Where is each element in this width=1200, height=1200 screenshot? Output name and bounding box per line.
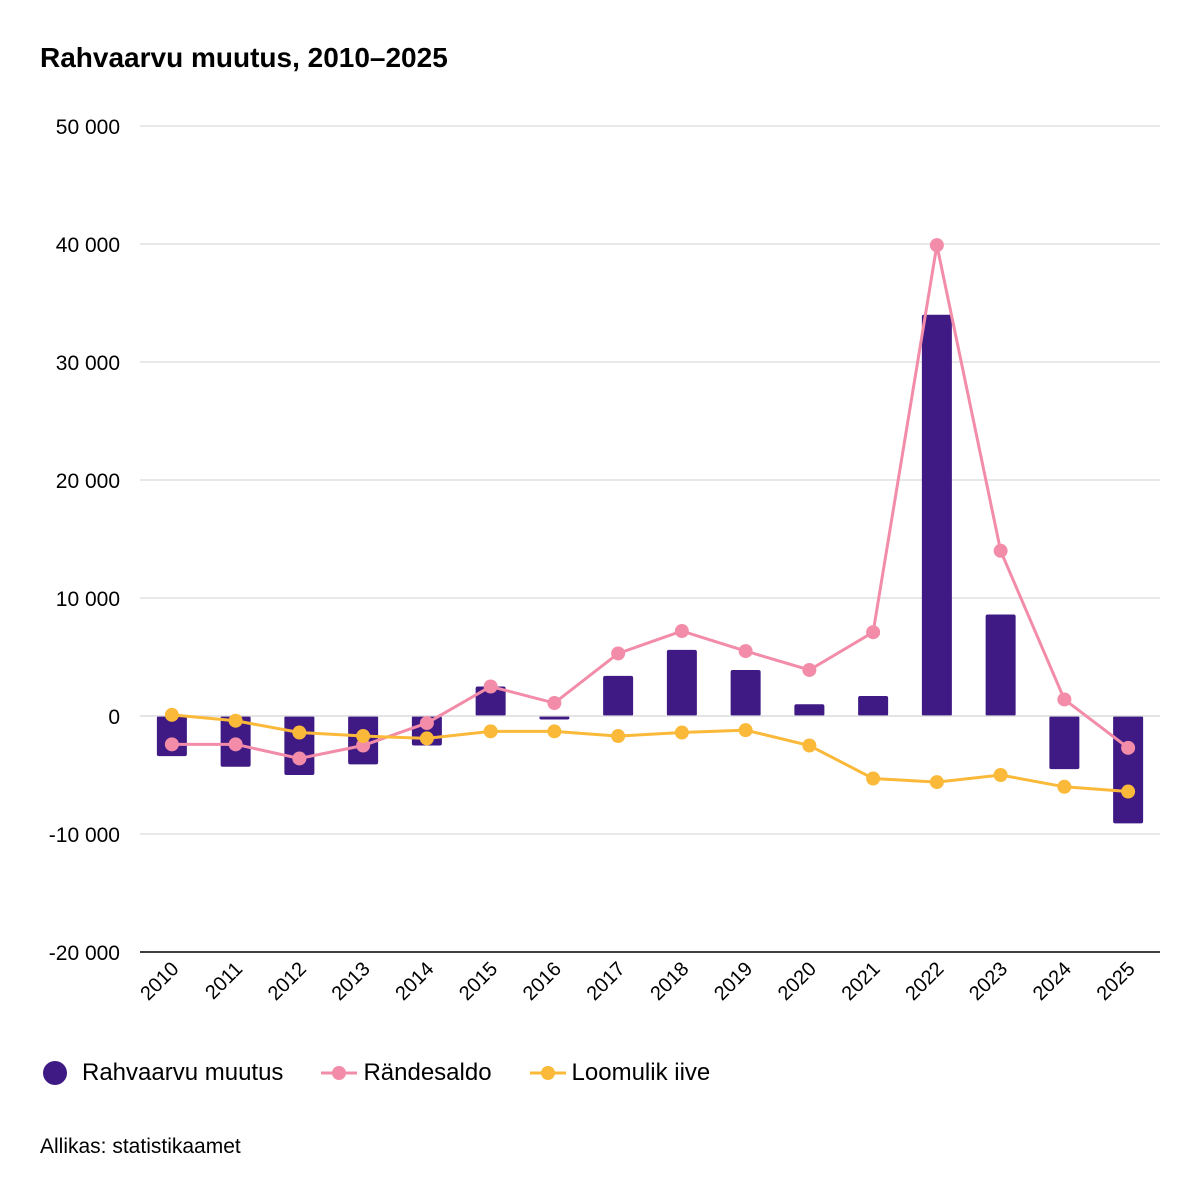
point-randesaldo-2025 [1121, 740, 1136, 755]
point-randesaldo-2020 [802, 662, 817, 677]
legend-item-pink: Rändesaldo [321, 1058, 492, 1088]
point-randesaldo-2022 [929, 238, 944, 253]
y-tick-label: 10 000 [56, 588, 120, 611]
point-randesaldo-2016 [547, 696, 562, 711]
point-loomulik-iive-2010 [164, 707, 179, 722]
y-tick-label: 30 000 [56, 352, 120, 375]
point-randesaldo-2023 [993, 543, 1008, 558]
point-randesaldo-2017 [611, 646, 626, 661]
x-tick-label: 2025 [1093, 958, 1140, 1005]
point-loomulik-iive-2022 [929, 775, 944, 790]
source-note: Allikas: statistikaamet [40, 1135, 241, 1158]
bar-2012 [284, 716, 315, 775]
x-tick-label: 2011 [201, 958, 247, 1004]
y-tick-label: 0 [108, 706, 120, 729]
x-tick-label: 2023 [965, 958, 1012, 1005]
point-loomulik-iive-2012 [292, 725, 307, 740]
x-tick-label: 2020 [774, 958, 821, 1005]
bar-2010 [156, 716, 187, 757]
point-loomulik-iive-2013 [356, 729, 371, 744]
x-tick-label: 2010 [136, 958, 183, 1005]
y-tick-label: 20 000 [56, 470, 120, 493]
point-randesaldo-2024 [1057, 692, 1072, 707]
point-loomulik-iive-2025 [1121, 784, 1136, 799]
bar-2019 [730, 669, 761, 716]
legend-item-yellow: Loomulik iive [529, 1058, 711, 1088]
bar-2024 [1049, 716, 1080, 770]
x-tick-label: 2024 [1029, 958, 1076, 1005]
point-randesaldo-2014 [419, 716, 434, 731]
point-loomulik-iive-2024 [1057, 779, 1072, 794]
legend-item-bar: Rahvaarvu muutus [40, 1058, 283, 1088]
bar-2021 [858, 695, 889, 716]
legend-label: Rahvaarvu muutus [82, 1059, 284, 1086]
legend-swatch-line [540, 1066, 555, 1080]
x-tick-label: 2021 [838, 958, 885, 1005]
x-tick-label: 2022 [901, 958, 948, 1005]
point-loomulik-iive-2017 [611, 729, 626, 744]
bar-2025 [1113, 716, 1144, 824]
legend-label: Loomulik iive [571, 1059, 711, 1086]
point-loomulik-iive-2014 [419, 731, 434, 746]
point-loomulik-iive-2018 [674, 725, 689, 740]
point-loomulik-iive-2015 [483, 724, 498, 739]
line-loomulik-iive [171, 713, 1129, 794]
x-tick-label: 2015 [455, 958, 502, 1005]
bar-2015 [475, 686, 506, 716]
y-tick-label: -10 000 [49, 824, 120, 847]
point-randesaldo-2011 [228, 737, 243, 752]
bar-2017 [603, 675, 634, 716]
bar-2016 [539, 716, 570, 720]
point-loomulik-iive-2023 [993, 768, 1008, 782]
line-randesaldo [171, 244, 1130, 761]
point-randesaldo-2012 [292, 751, 307, 766]
bar-2020 [794, 704, 825, 716]
point-loomulik-iive-2016 [547, 724, 562, 739]
chart-title: Rahvaarvu muutus, 2010–2025 [40, 42, 448, 73]
bar-2022 [921, 314, 952, 716]
legend-swatch-bar [43, 1061, 67, 1085]
x-tick-label: 2019 [710, 958, 757, 1005]
point-randesaldo-2019 [738, 644, 753, 659]
legend: Rahvaarvu muutus Rändesaldo Loomulik iiv… [40, 1058, 748, 1088]
y-tick-label: 50 000 [56, 116, 120, 139]
x-tick-label: 2013 [328, 958, 375, 1005]
point-loomulik-iive-2019 [738, 723, 753, 738]
x-tick-label: 2018 [646, 958, 693, 1005]
x-tick-label: 2016 [519, 958, 566, 1005]
y-tick-label: -20 000 [49, 942, 120, 965]
bar-2023 [985, 614, 1016, 716]
x-tick-label: 2017 [583, 958, 630, 1005]
point-randesaldo-2015 [483, 679, 498, 694]
point-randesaldo-2018 [674, 624, 689, 639]
point-randesaldo-2021 [866, 625, 881, 640]
y-tick-label: 40 000 [56, 234, 120, 257]
legend-label: Rändesaldo [363, 1059, 492, 1086]
point-loomulik-iive-2021 [866, 771, 881, 786]
legend-swatch-line [332, 1066, 347, 1080]
x-tick-label: 2014 [391, 958, 438, 1005]
point-randesaldo-2010 [164, 737, 179, 752]
point-loomulik-iive-2011 [228, 713, 243, 728]
bar-2018 [666, 649, 697, 716]
point-loomulik-iive-2020 [802, 738, 817, 753]
x-tick-label: 2012 [264, 958, 311, 1005]
